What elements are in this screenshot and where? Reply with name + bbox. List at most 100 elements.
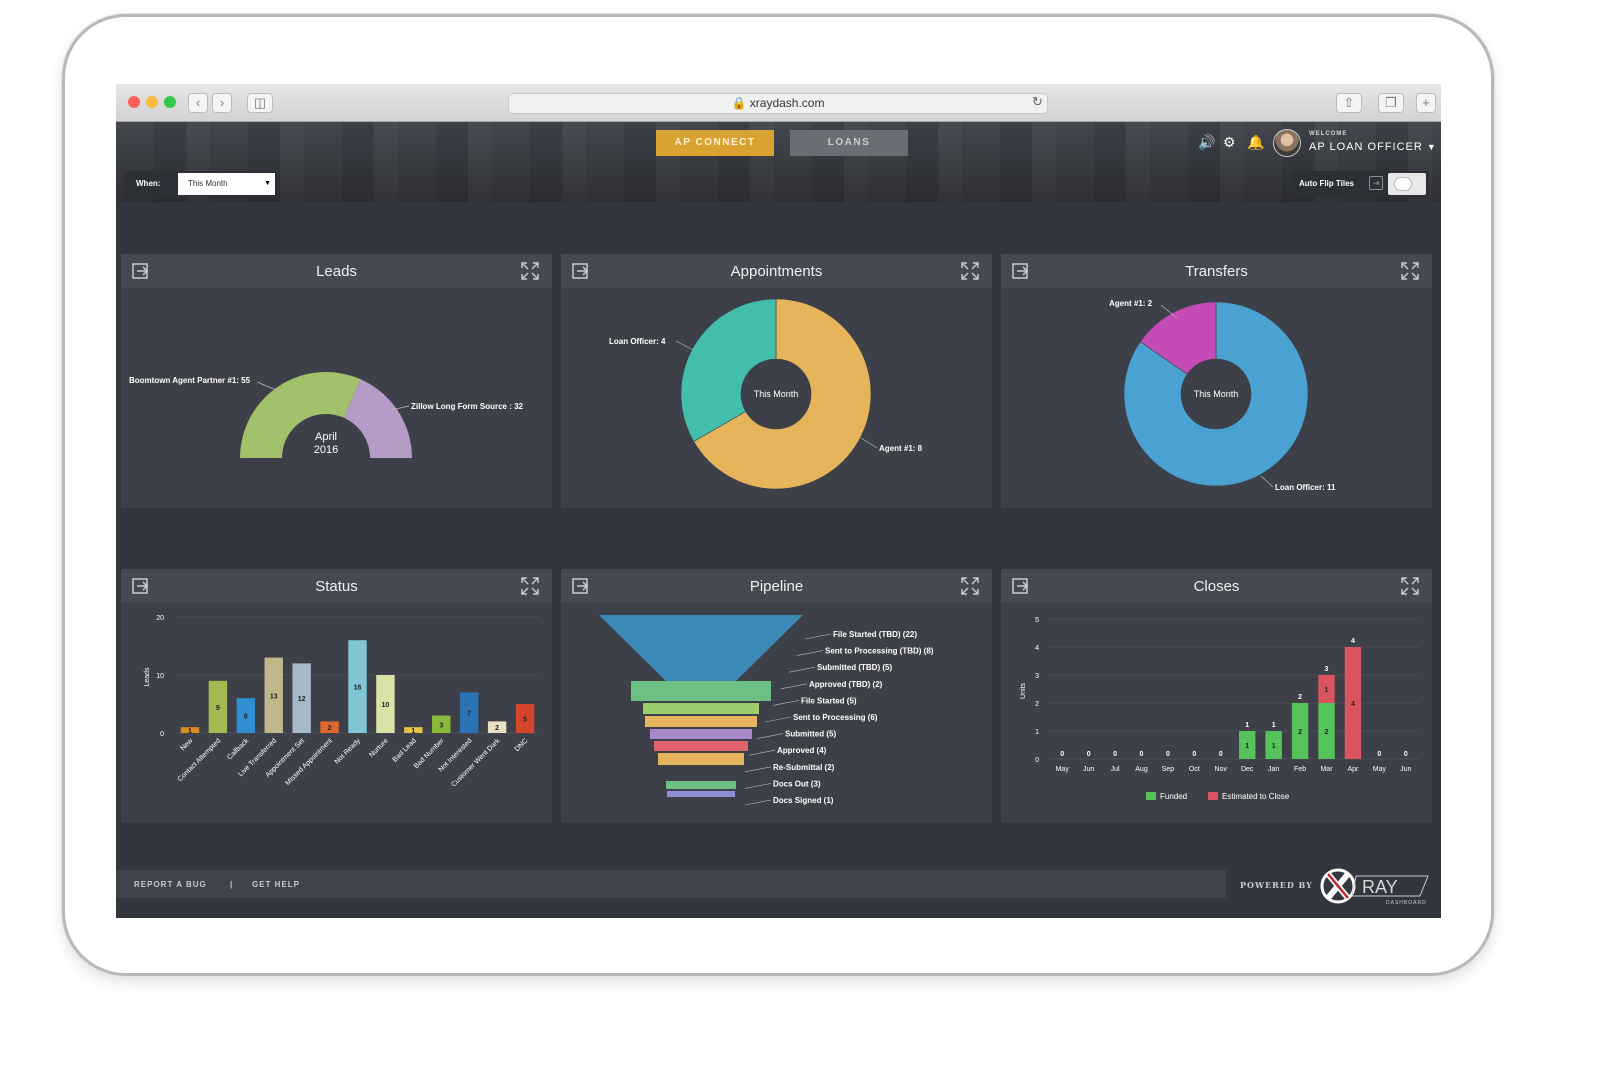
leads-panel: Leads Boomtown Agent Partner #1: 55 Zillo…	[121, 254, 552, 508]
status-bar	[515, 704, 535, 733]
panel-title: Leads	[316, 263, 357, 280]
leader-line	[744, 783, 772, 789]
x-tick-label: Apr	[1347, 766, 1359, 773]
expand-icon[interactable]	[960, 261, 980, 281]
stage-label: Re-Submittal (2)	[773, 763, 835, 772]
legend-label: Funded	[1160, 792, 1187, 801]
x-tick-label: Jul	[1111, 766, 1120, 773]
panel-title: Closes	[1193, 578, 1240, 595]
browser-toolbar: ‹ › ◫ 🔒 xraydash.com ↻ ⇧ ❐ +	[116, 84, 1441, 122]
panel-title: Transfers	[1185, 263, 1248, 280]
expand-icon[interactable]	[960, 576, 980, 596]
expand-icon[interactable]	[520, 261, 540, 281]
funnel-stage	[643, 703, 759, 714]
status-bar	[376, 675, 395, 733]
tabs-icon[interactable]: ❐	[1378, 93, 1404, 113]
pipeline-panel: Pipeline File Started (TBD) (22) Sent to …	[561, 569, 992, 823]
address-bar[interactable]: 🔒 xraydash.com	[508, 93, 1048, 114]
welcome-label: WELCOME	[1309, 131, 1348, 137]
new-tab-icon[interactable]: +	[1416, 93, 1436, 113]
bar-value-label: 2	[328, 725, 332, 732]
sidebar-icon[interactable]: ◫	[247, 93, 273, 113]
center-label: 2016	[314, 444, 338, 456]
share-icon[interactable]: ⇧	[1336, 93, 1362, 113]
status-bar	[459, 692, 479, 733]
minimize-window-button[interactable]	[146, 96, 158, 108]
auto-flip-toggle[interactable]	[1388, 173, 1426, 195]
status-bar	[404, 727, 423, 733]
when-select[interactable]: This Month ▼	[178, 173, 275, 195]
when-label: When:	[136, 179, 161, 188]
x-tick-label: DNC	[514, 737, 530, 753]
center-label: This Month	[754, 389, 799, 399]
x-tick-label: New	[180, 737, 196, 753]
funnel-stage	[650, 729, 752, 739]
forward-icon[interactable]: ›	[212, 93, 232, 113]
flip-tile-icon[interactable]	[1011, 576, 1031, 596]
slice-label: Agent #1: 2	[1109, 299, 1153, 308]
tab-loans[interactable]: LOANS	[790, 130, 908, 156]
status-bar	[236, 698, 256, 733]
y-tick-label: 4	[1035, 645, 1039, 652]
report-bug-link[interactable]: REPORT A BUG	[134, 880, 207, 889]
leader-line	[788, 666, 816, 673]
x-tick-label: May	[1056, 766, 1070, 773]
leader-line	[1160, 304, 1178, 319]
leader-line	[764, 716, 792, 723]
panel-header	[1001, 254, 1432, 288]
x-tick-label: Callback	[226, 737, 250, 761]
avatar[interactable]	[1273, 129, 1301, 157]
user-menu[interactable]: AP LOAN OFFICER ▼	[1309, 141, 1437, 153]
legend-label: Estimated to Close	[1222, 792, 1290, 801]
bar-value-label: 1	[1272, 743, 1276, 750]
slice-label: Zillow Long Form Source : 32	[411, 402, 524, 411]
lock-icon: 🔒	[731, 96, 750, 110]
volume-icon[interactable]: 🔊	[1198, 134, 1216, 150]
stage-label: File Started (TBD) (22)	[833, 630, 917, 639]
funnel-stage	[645, 716, 757, 727]
expand-icon[interactable]	[520, 576, 540, 596]
maximize-window-button[interactable]	[164, 96, 176, 108]
flip-tile-icon[interactable]	[1011, 261, 1031, 281]
leader-line	[780, 683, 808, 690]
flip-tile-icon[interactable]	[131, 261, 151, 281]
funnel-stage	[667, 791, 735, 797]
get-help-link[interactable]: GET HELP	[252, 880, 301, 889]
tab-ap-connect[interactable]: AP CONNECT	[656, 130, 774, 156]
y-axis-label: Leads	[144, 667, 151, 687]
expand-icon[interactable]	[1400, 261, 1420, 281]
leads-chart: Boomtown Agent Partner #1: 55 Zillow Long…	[129, 372, 524, 458]
funnel-stage	[658, 753, 744, 765]
flip-tile-icon[interactable]	[131, 576, 151, 596]
expand-icon[interactable]	[1400, 576, 1420, 596]
bar-value-label: 7	[467, 711, 471, 718]
leader-line	[796, 650, 824, 656]
closes-bar	[1291, 703, 1309, 759]
appointments-panel: Appointments This Month Agent #1: 8 Loan O…	[561, 254, 992, 508]
funnel-stage	[631, 681, 771, 701]
transfers-slice	[1139, 301, 1217, 375]
flip-tile-icon[interactable]	[571, 576, 591, 596]
slice-label: Loan Officer: 4	[609, 337, 666, 346]
gear-icon[interactable]: ⚙	[1223, 134, 1236, 150]
center-label: April	[315, 431, 337, 443]
x-tick-label: Nurture	[368, 737, 390, 759]
back-icon[interactable]: ‹	[188, 93, 208, 113]
panel-header	[561, 254, 992, 288]
x-tick-label: Feb	[1294, 766, 1306, 773]
leader-line	[804, 633, 832, 640]
status-bar	[348, 640, 367, 733]
slice-label: Agent #1: 8	[879, 444, 923, 453]
flip-tile-icon[interactable]	[571, 261, 591, 281]
logo-text: RAY	[1362, 877, 1398, 897]
status-bar	[264, 657, 283, 733]
bell-icon[interactable]: 🔔	[1247, 134, 1265, 150]
reload-icon[interactable]: ↻	[1032, 94, 1043, 109]
status-bar	[292, 663, 311, 733]
bar-value-label: 12	[298, 696, 306, 703]
panel-title: Status	[315, 578, 358, 595]
status-bar	[320, 721, 339, 733]
bar-value-label: 2	[495, 725, 499, 732]
close-window-button[interactable]	[128, 96, 140, 108]
x-tick-label: Bad Lead	[392, 737, 418, 763]
